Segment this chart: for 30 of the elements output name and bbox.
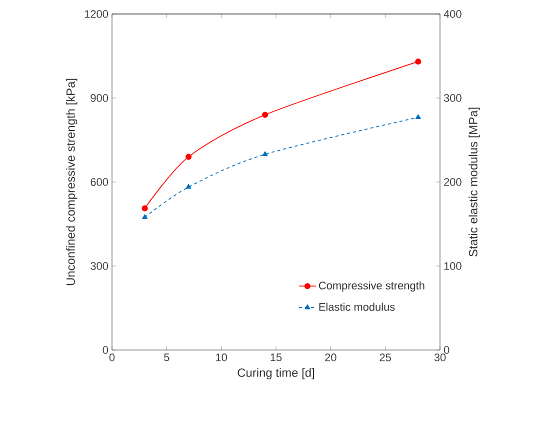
x-tick-label: 20 bbox=[325, 354, 336, 362]
x-tick-label: 15 bbox=[270, 354, 282, 362]
y2-axis-title: Static elastic modulus [MPa] bbox=[468, 108, 480, 257]
y2-tick-label: 0 bbox=[444, 346, 450, 354]
point bbox=[185, 154, 192, 160]
point bbox=[186, 184, 192, 189]
y2-tick-label: 400 bbox=[444, 10, 462, 18]
point bbox=[262, 112, 268, 118]
legend-label: Elastic modulus bbox=[319, 302, 395, 311]
x-axis-title: Curing time [d] bbox=[238, 368, 314, 380]
y-tick-label: 900 bbox=[90, 94, 108, 102]
point bbox=[142, 205, 148, 212]
x-tick-label: 5 bbox=[164, 354, 170, 362]
legend-label: Compressive strength bbox=[318, 281, 424, 292]
x-tick-label: 25 bbox=[380, 354, 391, 362]
y2-tick-label: 200 bbox=[444, 178, 462, 186]
x-tick-label: 10 bbox=[216, 354, 227, 362]
y-tick-label: 1200 bbox=[84, 10, 108, 18]
x-tick-label: 0 bbox=[109, 354, 115, 362]
y-tick-label: 0 bbox=[102, 346, 108, 354]
y-tick-label: 300 bbox=[90, 262, 108, 270]
point bbox=[415, 114, 421, 120]
point bbox=[262, 151, 268, 156]
point bbox=[142, 214, 148, 220]
y-tick-label: 600 bbox=[90, 178, 108, 186]
y2-tick-label: 100 bbox=[444, 262, 462, 270]
y-axis-title: Unconfined compressive strength [kPa] bbox=[66, 78, 78, 286]
point bbox=[415, 58, 422, 65]
x-tick-label: 30 bbox=[434, 354, 446, 362]
y2-tick-label: 300 bbox=[444, 94, 462, 102]
